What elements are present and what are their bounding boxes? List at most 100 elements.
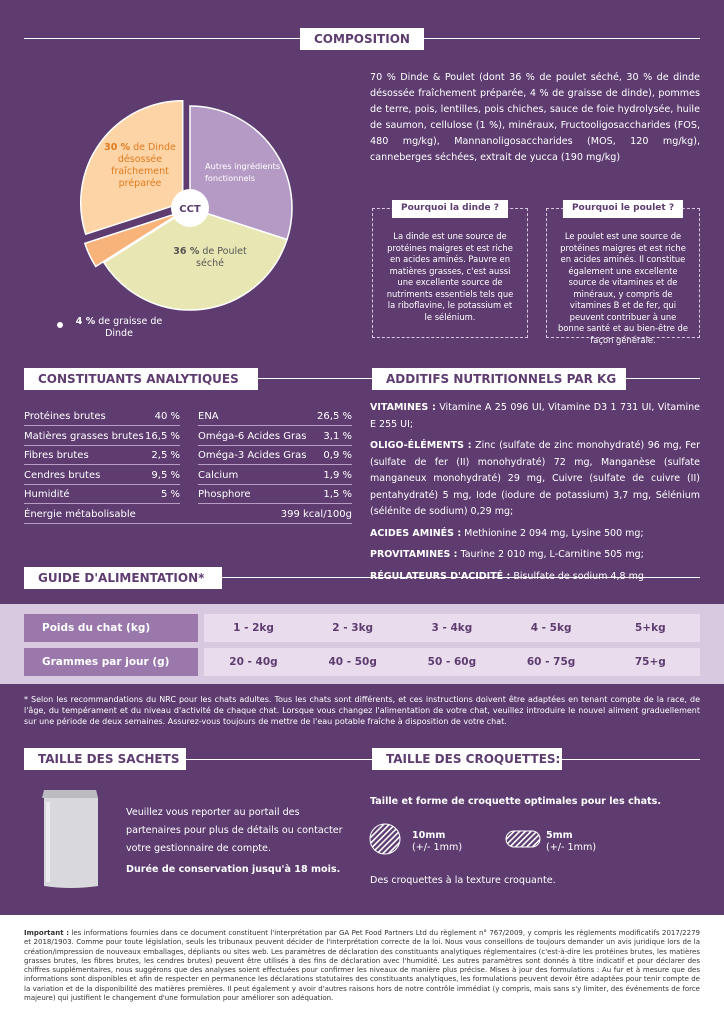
nutrient-name: Oméga-3 Acides Gras	[198, 450, 307, 461]
section-title: ADDITIFS NUTRITIONNELS PAR KG	[372, 368, 626, 390]
nutrient-value: 9,5 %	[151, 469, 180, 481]
nutrient-value: 16,5 %	[145, 430, 180, 442]
analytical-row: Oméga-3 Acides Gras 0,9 %	[198, 447, 352, 465]
pie-label-text: Autres ingrédients fonctionnels	[205, 161, 281, 183]
feeding-cell: 4 - 5kg	[530, 622, 572, 634]
nutrient-value: 3,1 %	[323, 430, 352, 442]
analytical-row: Oméga-6 Acides Gras 3,1 %	[198, 428, 352, 446]
additive-item: RÉGULATEURS D'ACIDITÉ : Bisulfate de sod…	[370, 569, 700, 586]
pie-percent: 36 %	[173, 246, 200, 257]
additive-item: OLIGO-ÉLÉMENTS : Zinc (sulfate de zinc m…	[370, 438, 700, 521]
divider	[24, 378, 700, 379]
nutrient-name: Oméga-6 Acides Gras	[198, 430, 307, 442]
additive-text: Methionine 2 094 mg, Lysine 500 mg;	[464, 527, 644, 539]
analytical-row: Humidité 5 %	[24, 486, 180, 504]
feeding-row-bg	[204, 648, 700, 676]
nutrient-value: 1,5 %	[323, 489, 352, 500]
pie-label: 36 % de Poulet séché	[160, 246, 260, 270]
nutrient-name: Cendres brutes	[24, 469, 101, 481]
info-box-title: Pourquoi le poulet ?	[562, 200, 684, 218]
feeding-cell: 1 - 2kg	[233, 622, 274, 634]
divider	[24, 577, 700, 578]
analytical-row: Phosphore 1,5 %	[198, 486, 352, 504]
feeding-cell: 3 - 4kg	[431, 622, 473, 634]
feeding-cell: 2 - 3kg	[332, 622, 374, 634]
analytical-row: Cendres brutes 9,5 %	[24, 467, 180, 485]
nutrient-value: 0,9 %	[323, 450, 352, 461]
nutrient-name: ENA	[198, 411, 219, 422]
pie-label: 4 % de graisse de Dinde	[64, 316, 174, 340]
nutrient-name: Matières grasses brutes	[24, 430, 144, 442]
kibble-dimension: 10mm	[412, 830, 446, 841]
info-box: Pourquoi le poulet ? Le poulet est une s…	[546, 200, 700, 345]
analytical-row: Matières grasses brutes 16,5 %	[24, 428, 180, 446]
feeding-cell: 75+g	[634, 656, 666, 668]
pie-dot	[57, 322, 63, 328]
bag-image	[42, 790, 98, 888]
footnote: * Selon les recommandations du NRC pour …	[24, 695, 700, 726]
feeding-cell: 40 - 50g	[328, 656, 377, 668]
info-box-text: La dinde est une source de protéines mai…	[386, 231, 514, 322]
pie-percent: 30 %	[104, 142, 131, 153]
kibble-dimension: 5mm	[546, 830, 573, 841]
pie-label: 30 % de Dinde désossée fraîchement prépa…	[92, 142, 188, 190]
additive-item: VITAMINES : Vitamine A 25 096 UI, Vitami…	[370, 400, 700, 433]
additive-label: VITAMINES :	[370, 402, 436, 413]
pie-slice	[189, 105, 293, 241]
feeding-cell: 5+kg	[634, 622, 666, 634]
pie-center	[171, 189, 209, 227]
shelf-life: Durée de conservation jusqu'à 18 mois.	[126, 864, 341, 875]
analytical-row: Calcium 1,9 %	[198, 467, 352, 485]
section-title: TAILLE DES CROQUETTES:	[372, 748, 562, 770]
nutrient-name: Fibres brutes	[24, 450, 89, 461]
pie-percent: 4 %	[75, 316, 96, 327]
nutrient-value: 399 kcal/100g	[280, 508, 352, 520]
additive-text: Bisulfate de sodium 4,8 mg	[513, 570, 644, 582]
kibble-tolerance: (+/- 1mm)	[546, 842, 597, 853]
feeding-cell: 50 - 60g	[427, 656, 477, 668]
pie-center-label: CCT	[179, 204, 201, 215]
kibble-subtitle: Taille et forme de croquette optimales p…	[370, 796, 661, 807]
kibble-size: 10mm (+/- 1mm)	[412, 830, 462, 854]
kibble-size: 5mm (+/- 1mm)	[546, 830, 596, 854]
ingredients: 70 % Dinde & Poulet (dont 36 % de poulet…	[370, 72, 700, 163]
additive-label: ACIDES AMINÉS :	[370, 527, 462, 539]
kibble-icon	[505, 830, 541, 848]
nutrient-value: 1,9 %	[323, 469, 352, 481]
nutrient-name: Calcium	[198, 469, 239, 481]
additive-label: PROVITAMINES :	[370, 549, 458, 560]
info-box-title: Pourquoi la dinde ?	[391, 200, 509, 218]
kibble-icon	[369, 823, 401, 855]
disclaimer: Important : les informations fournies da…	[0, 915, 724, 1024]
nutrient-value: 5 %	[160, 489, 180, 500]
feeding-row-bg	[204, 614, 700, 642]
feeding-row-label: Poids du chat (kg)	[24, 614, 198, 642]
kibble-tolerance: (+/- 1mm)	[412, 842, 463, 853]
analytical-row: Fibres brutes 2,5 %	[24, 447, 180, 465]
bags-text: Veuillez vous reporter au portail des pa…	[126, 807, 343, 854]
feeding-row-label: Grammes par jour (g)	[24, 648, 198, 676]
additives-list: VITAMINES : Vitamine A 25 096 UI, Vitami…	[370, 400, 700, 590]
section-title: CONSTITUANTS ANALYTIQUES	[24, 368, 258, 390]
nutrient-name: Phosphore	[198, 489, 251, 500]
pie-slice	[83, 211, 183, 268]
kibble-note: Des croquettes à la texture croquante.	[370, 875, 556, 886]
pie-slice	[79, 99, 184, 236]
additive-item: ACIDES AMINÉS : Methionine 2 094 mg, Lys…	[370, 526, 700, 543]
additive-item: PROVITAMINES : Taurine 2 010 mg, L-Carni…	[370, 547, 700, 564]
nutrient-name: Humidité	[24, 489, 70, 500]
feeding-cell: 60 - 75g	[526, 656, 576, 668]
nutrient-value: 2,5 %	[151, 450, 180, 461]
analytical-row: Protéines brutes 40 %	[24, 408, 180, 426]
section-title: COMPOSITION	[300, 28, 424, 50]
additive-text: Taurine 2 010 mg, L-Carnitine 505 mg;	[460, 549, 644, 560]
nutrient-name: Énergie métabolisable	[24, 508, 136, 520]
pie-label-text: de graisse de Dinde	[98, 316, 163, 339]
pie-label: Autres ingrédients fonctionnels	[205, 160, 285, 184]
section-title: GUIDE D'ALIMENTATION*	[24, 567, 222, 589]
disclaimer-label: Important :	[24, 929, 69, 937]
divider	[24, 759, 700, 760]
info-box: Pourquoi la dinde ? La dinde est une sou…	[372, 200, 528, 338]
analytical-row: Énergie métabolisable 399 kcal/100g	[24, 506, 352, 524]
